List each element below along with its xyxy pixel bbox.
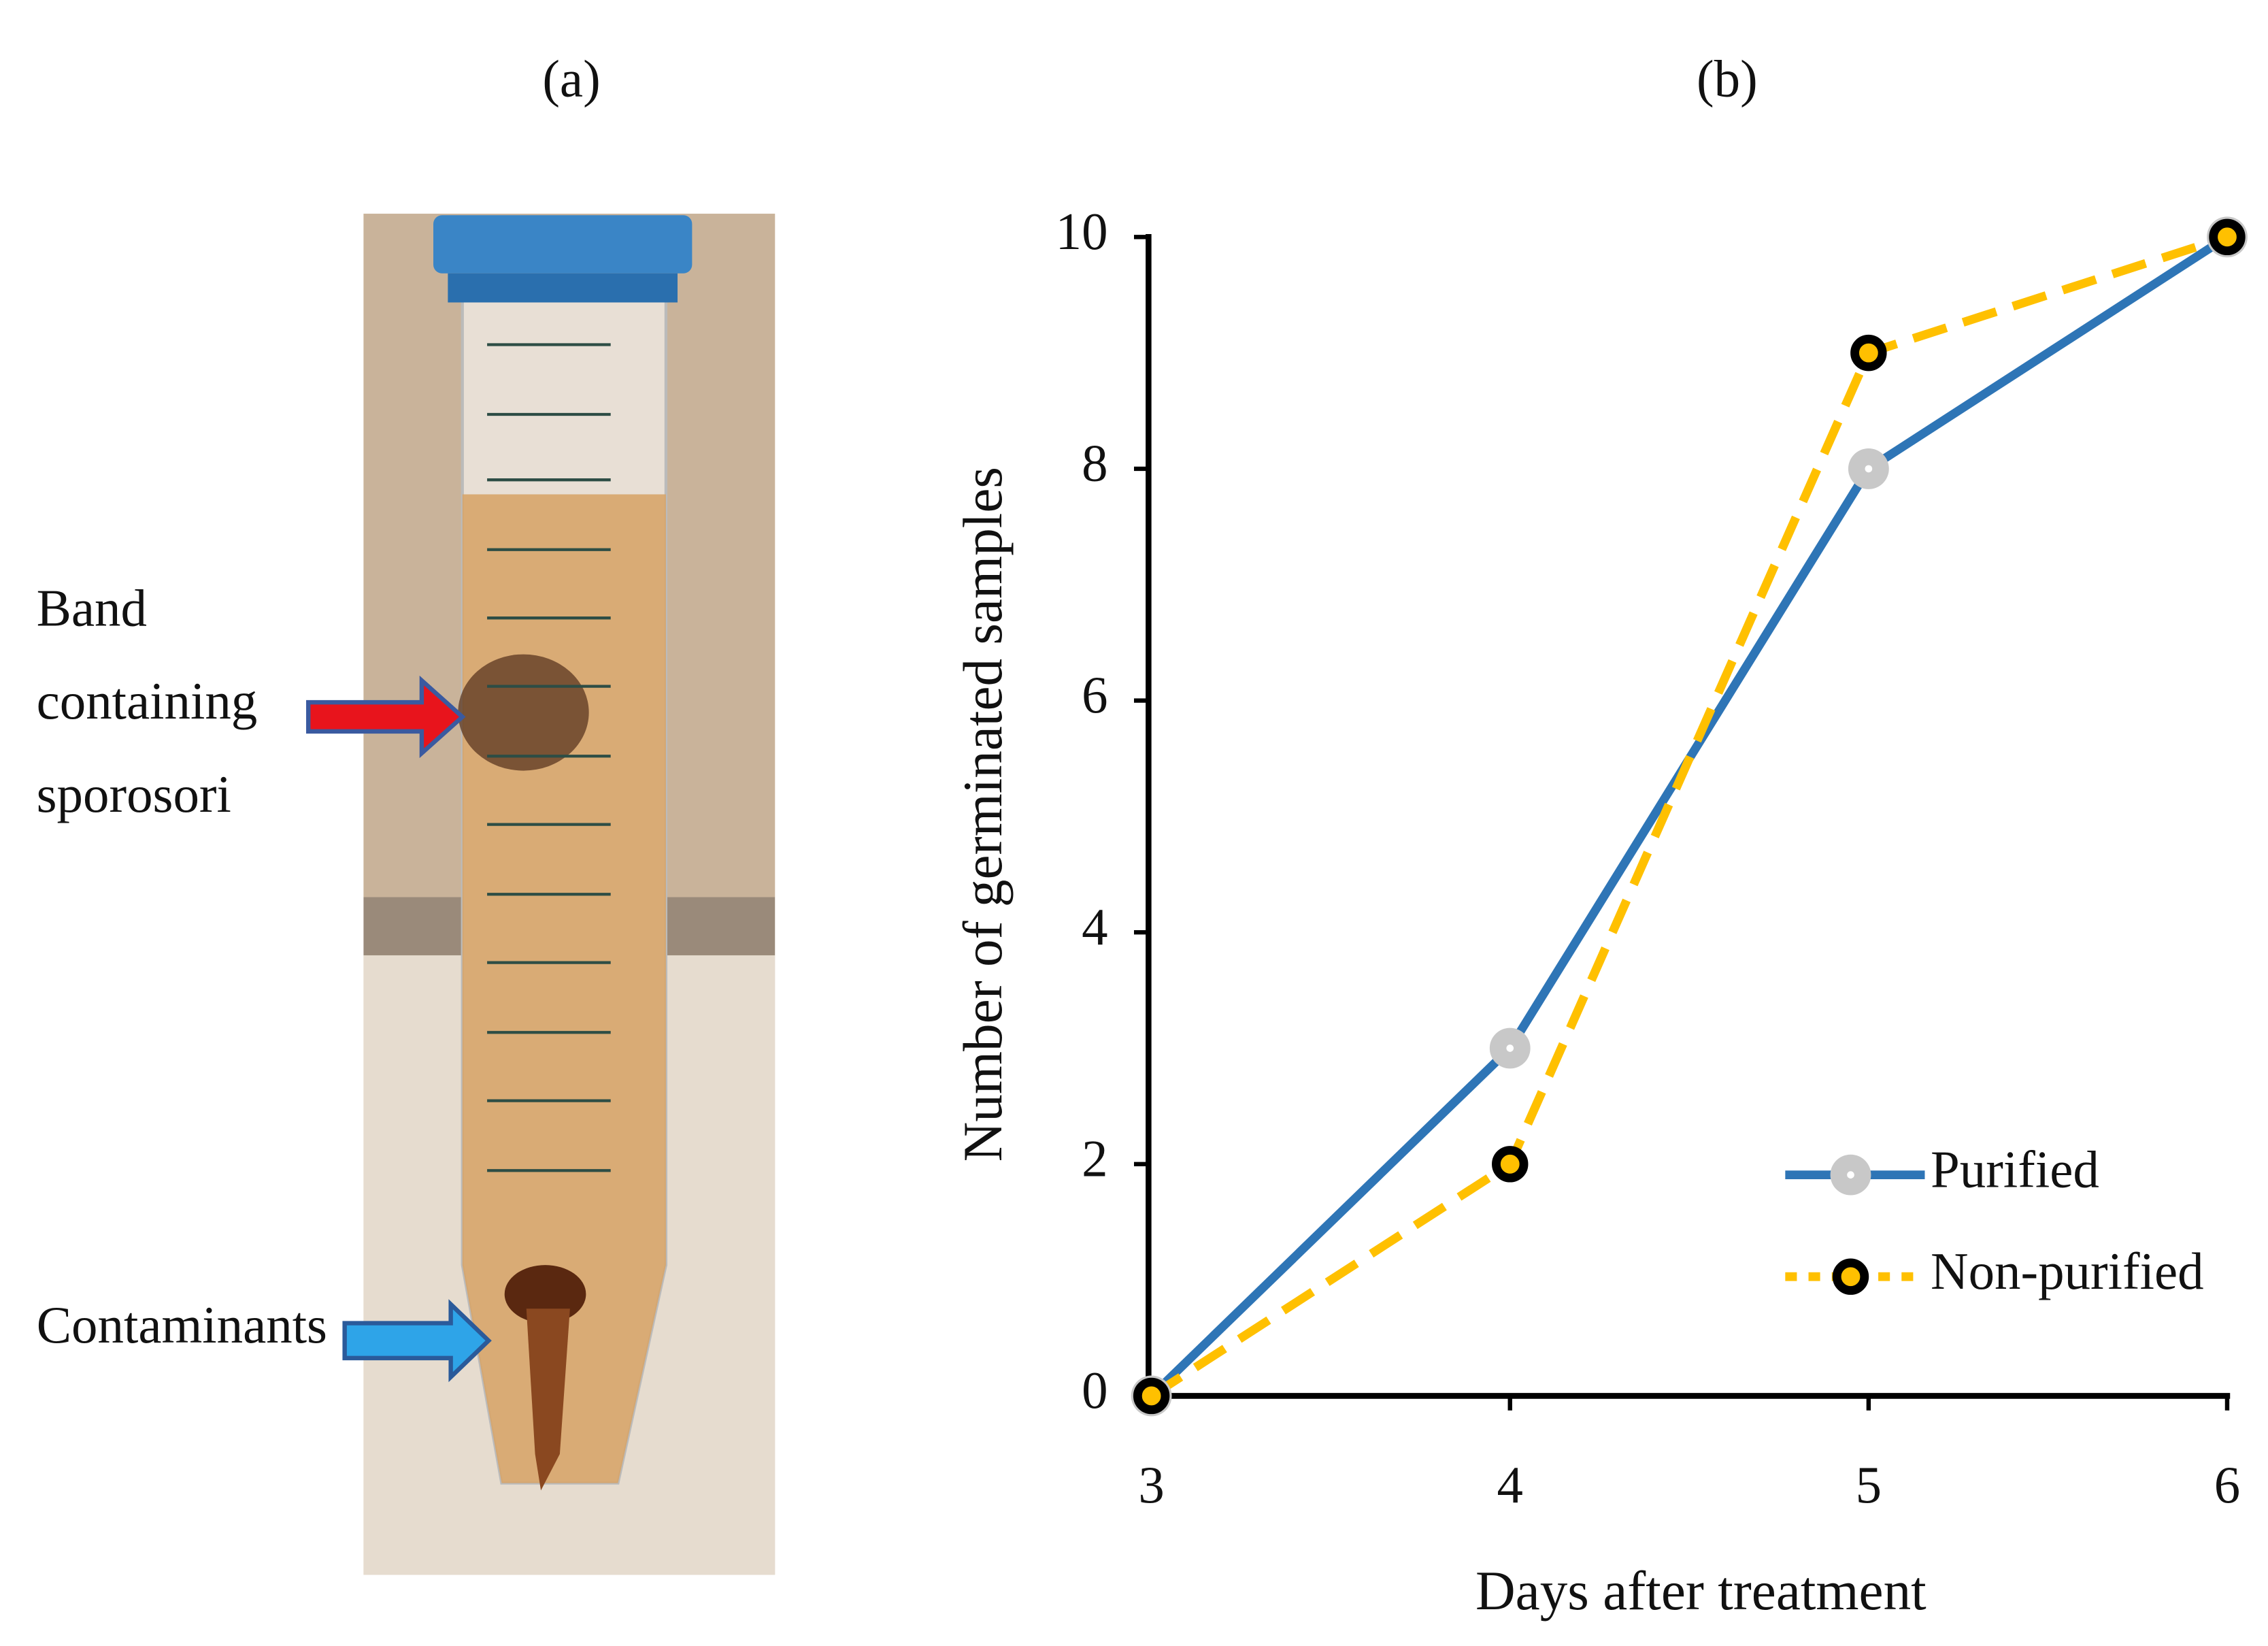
x-tick-label: 5 <box>1856 1455 1882 1514</box>
panel-label: (a) <box>542 50 600 108</box>
x-axis-label: Days after treatment <box>1475 1560 1927 1622</box>
legend: Purified Non-purified <box>1785 1140 2204 1300</box>
y-tick-label: 8 <box>1082 434 1107 493</box>
x-tick-label: 4 <box>1497 1455 1523 1514</box>
x-tick-label: 6 <box>2214 1455 2240 1514</box>
series-line <box>1148 233 2230 1400</box>
series-line <box>1149 233 2229 1400</box>
marker-center <box>1847 1171 1854 1179</box>
annotation: sporosori <box>37 765 231 823</box>
y-tick-label: 10 <box>1056 202 1108 261</box>
marker <box>1832 1258 1869 1295</box>
tube-photo <box>306 214 776 1575</box>
photo-annotations: Band containing sporosori Contaminants <box>37 578 327 1354</box>
plot-area: 0 2 4 6 8 10 3 4 5 6 Purified Non-purified <box>1056 202 2248 1514</box>
y-tick-label: 2 <box>1082 1129 1107 1187</box>
y-tick-label: 6 <box>1082 665 1107 724</box>
marker-center <box>1865 465 1873 473</box>
legend-label: Non-purified <box>1931 1242 2204 1300</box>
marker <box>1133 1377 1170 1415</box>
marker <box>1492 1146 1529 1183</box>
marker <box>2209 218 2246 256</box>
panel-label: (b) <box>1697 50 1758 108</box>
legend-label: Purified <box>1931 1140 2099 1198</box>
y-tick-label: 4 <box>1082 898 1107 956</box>
annotation: Band <box>37 578 147 637</box>
y-tick-label: 0 <box>1082 1361 1107 1419</box>
y-axis-label: Number of germinated samples <box>952 467 1014 1162</box>
marker-center <box>1506 1044 1514 1052</box>
marker <box>1850 334 1887 372</box>
annotation: Contaminants <box>37 1296 327 1354</box>
annotation: containing <box>37 672 258 730</box>
x-tick-label: 3 <box>1138 1455 1164 1514</box>
